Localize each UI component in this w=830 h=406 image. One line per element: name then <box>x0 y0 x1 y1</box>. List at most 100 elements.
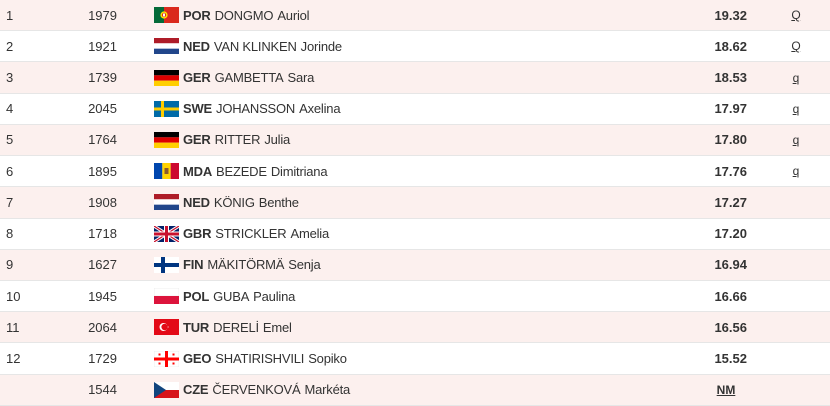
country-code: CZE <box>183 382 209 398</box>
qualification-badge: Q <box>791 8 801 23</box>
bib-number: 1627 <box>88 257 117 273</box>
athlete[interactable]: GER RITTER Julia <box>154 125 690 155</box>
result-row[interactable]: 7 1908 NED KÖNIG Benthe 17.27 <box>0 187 830 219</box>
result-row[interactable]: 12 1729 GEO SHATIRISHVILI Sopiko 15.52 <box>0 343 830 375</box>
athlete-surname: JOHANSSON <box>216 101 296 117</box>
mark-no-mark: NM <box>716 382 736 397</box>
country-code: SWE <box>183 101 213 117</box>
country-code: NED <box>183 194 210 210</box>
athlete-surname: BEZEDE <box>216 163 267 179</box>
athlete[interactable]: TUR DERELİ Emel <box>154 312 690 342</box>
athlete[interactable]: POL GUBA Paulina <box>154 281 690 311</box>
athlete-firstname: Axelina <box>299 101 341 117</box>
turkey-flag-icon <box>154 319 179 336</box>
mark: 18.53 <box>714 70 747 86</box>
great-britain-flag-icon <box>154 225 179 242</box>
result-row[interactable]: 2 1921 NED VAN KLINKEN Jorinde 18.62 Q <box>0 31 830 63</box>
qualification-badge <box>786 219 806 249</box>
bib-number: 1729 <box>88 351 117 367</box>
athlete[interactable]: GER GAMBETTA Sara <box>154 62 690 92</box>
athlete-surname: STRICKLER <box>215 226 287 242</box>
mark: 17.80 <box>714 132 747 148</box>
result-row[interactable]: 8 1718 GBR STRICKLER Amelia 17.20 <box>0 219 830 250</box>
result-row[interactable]: 9 1627 FIN MÄKITÖRMÄ Senja 16.94 <box>0 249 830 281</box>
result-row[interactable]: 10 1945 POL GUBA Paulina 16.66 <box>0 281 830 313</box>
result-row[interactable]: 11 2064 TUR DERELİ Emel 16.56 <box>0 312 830 344</box>
bib-number: 1921 <box>88 38 117 54</box>
country-code: POL <box>183 288 210 304</box>
bib-number: 1908 <box>88 194 117 210</box>
country-code: GER <box>183 70 211 86</box>
athlete-firstname: Sara <box>287 70 315 86</box>
athlete[interactable]: NED KÖNIG Benthe <box>154 187 690 217</box>
athlete[interactable]: POR DONGMO Auriol <box>154 0 690 30</box>
athlete-firstname: Amelia <box>290 226 330 242</box>
finland-flag-icon <box>154 256 179 273</box>
athlete-firstname: Auriol <box>277 7 310 23</box>
athlete-firstname: Paulina <box>253 288 296 304</box>
country-code: MDA <box>183 163 213 179</box>
result-row[interactable]: 3 1739 GER GAMBETTA Sara 18.53 q <box>0 62 830 94</box>
result-row[interactable]: 5 1764 GER RITTER Julia 17.80 q <box>0 124 830 157</box>
bib-number: 1895 <box>88 163 117 179</box>
mark: 17.20 <box>714 226 747 242</box>
qualification-badge: q <box>792 132 800 147</box>
rank: 2 <box>6 38 14 54</box>
rank: 12 <box>6 351 21 367</box>
result-row[interactable]: 1544 CZE ČERVENKOVÁ Markéta NM <box>0 374 830 406</box>
athlete[interactable]: MDA BEZEDE Dimitriana <box>154 156 690 186</box>
athlete-firstname: Jorinde <box>300 38 342 54</box>
mark: 15.52 <box>714 351 747 367</box>
qualification-badge <box>786 343 806 373</box>
poland-flag-icon <box>154 288 179 305</box>
country-code: FIN <box>183 257 204 273</box>
result-row[interactable]: 4 2045 SWE JOHANSSON Axelina 17.97 q <box>0 94 830 125</box>
bib-number: 1544 <box>88 382 117 398</box>
qualification-badge <box>786 250 806 280</box>
qualification-badge: q <box>792 70 800 85</box>
mark: 19.32 <box>714 7 747 23</box>
bib-number: 1739 <box>88 70 117 86</box>
rank: 11 <box>6 319 20 335</box>
athlete-surname: KÖNIG <box>213 194 255 210</box>
country-code: NED <box>183 38 210 54</box>
athlete[interactable]: NED VAN KLINKEN Jorinde <box>154 31 690 61</box>
rank: 1 <box>6 7 14 23</box>
rank: 7 <box>6 194 14 210</box>
bib-number: 1979 <box>88 7 117 23</box>
czech-republic-flag-icon <box>154 381 179 398</box>
athlete[interactable]: GBR STRICKLER Amelia <box>154 219 690 249</box>
mark: 17.97 <box>714 101 747 117</box>
country-code: POR <box>183 7 211 23</box>
sweden-flag-icon <box>154 100 179 117</box>
country-code: GER <box>183 132 211 148</box>
athlete-surname: DERELİ <box>213 319 259 335</box>
athlete[interactable]: SWE JOHANSSON Axelina <box>154 94 690 124</box>
athlete-surname: SHATIRISHVILI <box>215 351 305 367</box>
athlete[interactable]: GEO SHATIRISHVILI Sopiko <box>154 343 690 373</box>
athlete[interactable]: FIN MÄKITÖRMÄ Senja <box>154 250 690 280</box>
athlete-firstname: Benthe <box>258 194 299 210</box>
mark: 18.62 <box>714 38 747 54</box>
athlete-firstname: Markéta <box>304 382 351 398</box>
mark: 16.56 <box>714 319 747 335</box>
germany-flag-icon <box>154 69 179 86</box>
netherlands-flag-icon <box>154 38 179 55</box>
athlete[interactable]: CZE ČERVENKOVÁ Markéta <box>154 375 690 405</box>
bib-number: 2045 <box>88 101 117 117</box>
result-row[interactable]: 6 1895 MDA BEZEDE Dimitriana 17.76 q <box>0 156 830 188</box>
mark: 17.76 <box>714 163 747 179</box>
athlete-surname: VAN KLINKEN <box>213 38 297 54</box>
germany-flag-icon <box>154 131 179 148</box>
athlete-firstname: Sopiko <box>308 351 347 367</box>
rank: 6 <box>6 163 14 179</box>
qualification-badge <box>786 281 806 311</box>
qualification-badge: q <box>792 101 800 116</box>
rank <box>6 375 36 405</box>
rank: 5 <box>6 132 14 148</box>
result-row[interactable]: 1 1979 POR DONGMO Auriol 19.32 Q <box>0 0 830 32</box>
qualification-badge <box>786 375 806 405</box>
country-code: TUR <box>183 319 210 335</box>
qualification-badge <box>786 187 806 217</box>
